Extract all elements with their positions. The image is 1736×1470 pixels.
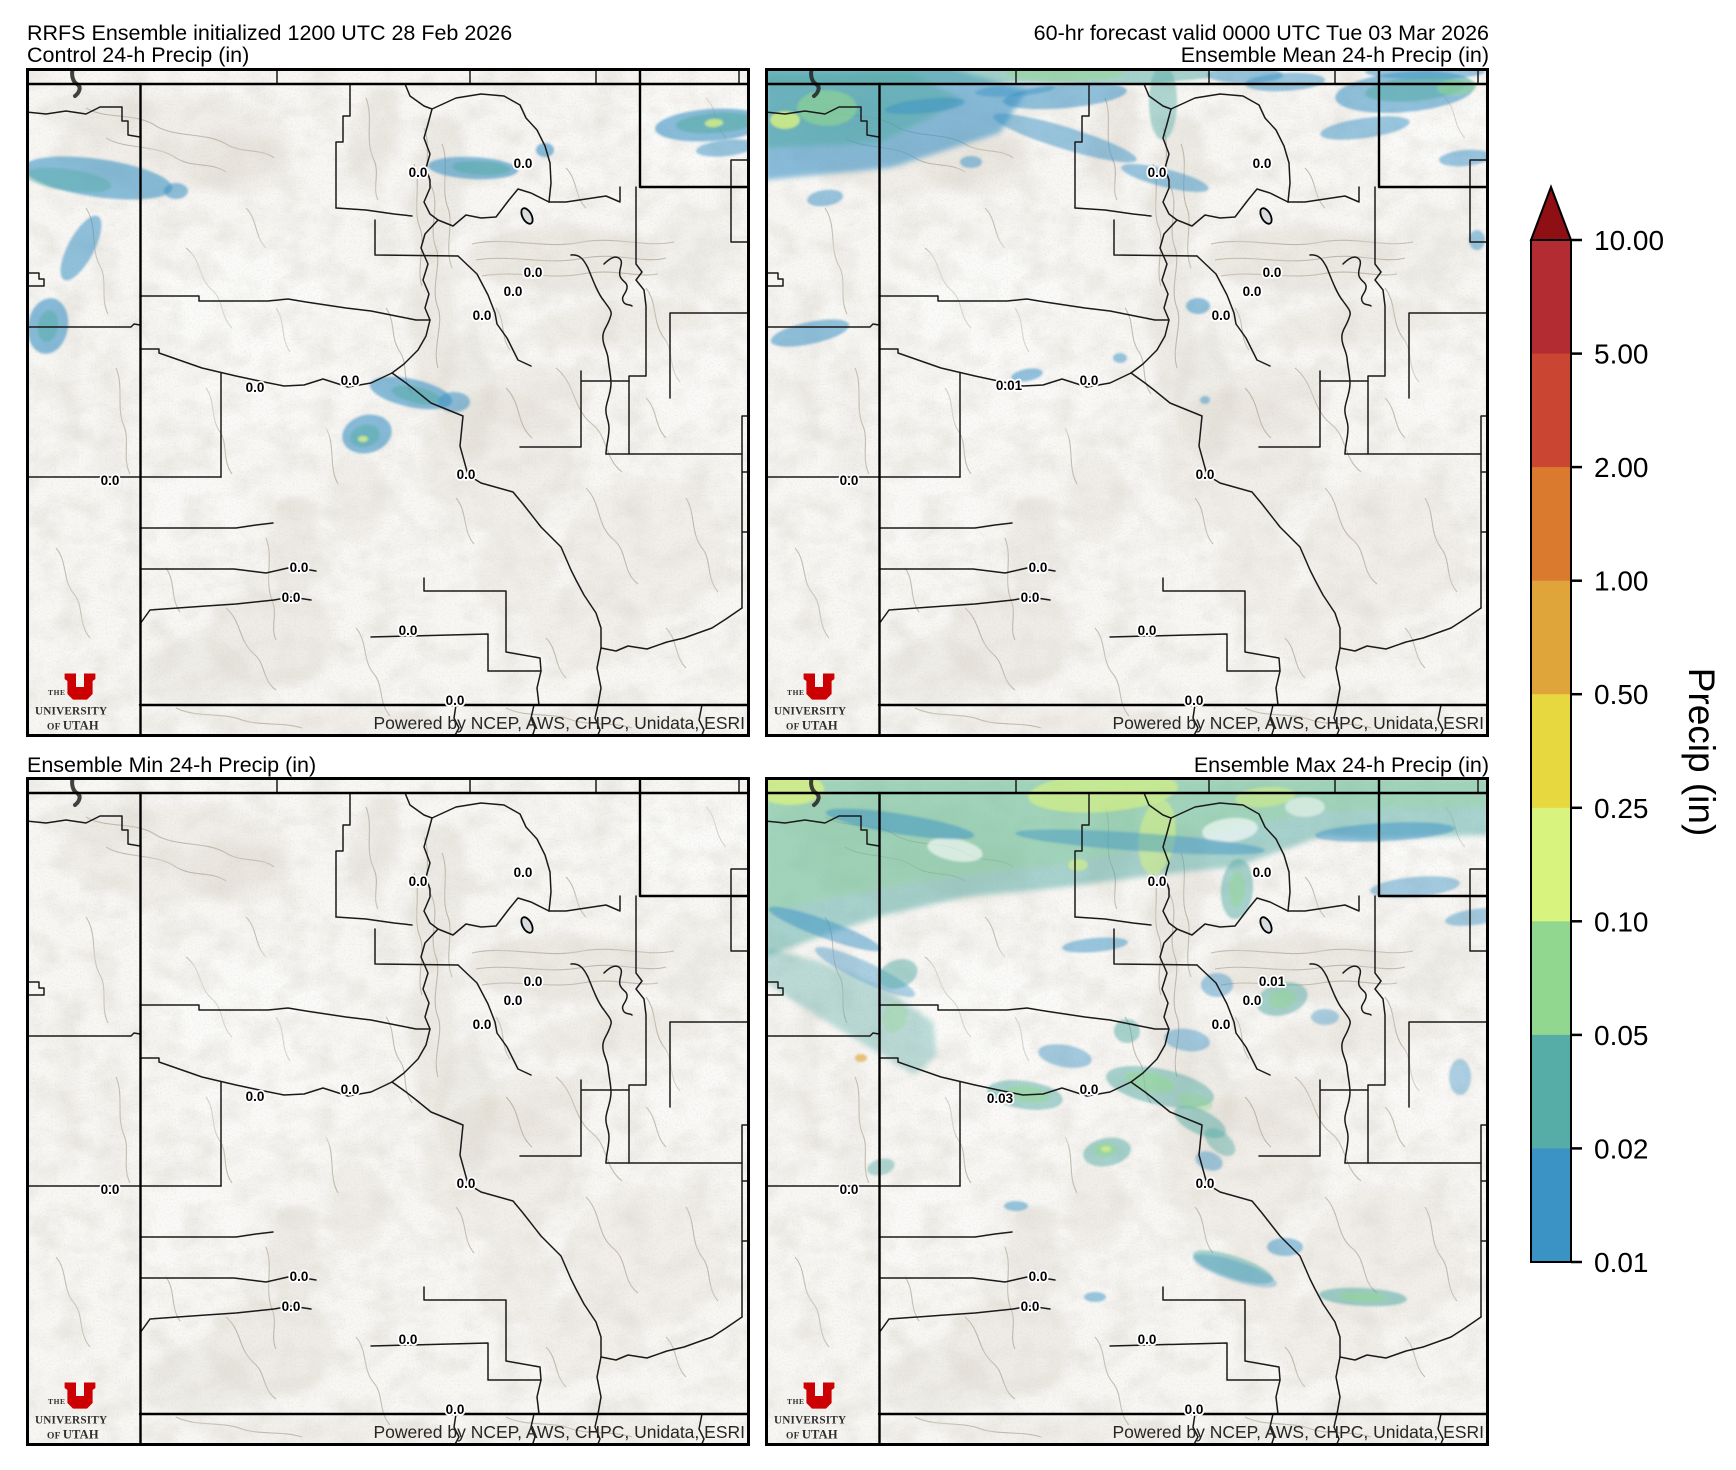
svg-text:0.0: 0.0 bbox=[282, 590, 301, 605]
svg-text:0.0: 0.0 bbox=[409, 874, 428, 889]
svg-text:0.01: 0.01 bbox=[1594, 1247, 1649, 1278]
svg-text:Powered by NCEP, AWS, CHPC, Un: Powered by NCEP, AWS, CHPC, Unidata, ESR… bbox=[1112, 1422, 1484, 1442]
svg-text:0.0: 0.0 bbox=[1253, 865, 1272, 880]
svg-text:0.0: 0.0 bbox=[524, 974, 543, 989]
svg-text:10.00: 10.00 bbox=[1594, 225, 1664, 256]
svg-text:0.0: 0.0 bbox=[399, 1332, 418, 1347]
svg-text:0.0: 0.0 bbox=[457, 1176, 476, 1191]
svg-text:0.0: 0.0 bbox=[282, 1299, 301, 1314]
svg-text:0.0: 0.0 bbox=[1148, 165, 1167, 180]
svg-text:Precip (in): Precip (in) bbox=[1681, 668, 1722, 837]
svg-text:0.0: 0.0 bbox=[524, 265, 543, 280]
svg-text:0.0: 0.0 bbox=[1185, 1402, 1204, 1417]
svg-text:0.0: 0.0 bbox=[1212, 1017, 1231, 1032]
svg-text:0.0: 0.0 bbox=[1196, 1176, 1215, 1191]
svg-text:Ensemble Min 24-h Precip (in): Ensemble Min 24-h Precip (in) bbox=[27, 753, 316, 777]
svg-text:0.0: 0.0 bbox=[514, 156, 533, 171]
svg-text:60-hr forecast valid 0000 UTC: 60-hr forecast valid 0000 UTC Tue 03 Mar… bbox=[1034, 21, 1489, 45]
svg-text:0.0: 0.0 bbox=[1138, 1332, 1157, 1347]
svg-text:0.0: 0.0 bbox=[246, 380, 265, 395]
svg-text:0.0: 0.0 bbox=[101, 473, 120, 488]
svg-text:0.0: 0.0 bbox=[1196, 467, 1215, 482]
svg-text:0.0: 0.0 bbox=[101, 1182, 120, 1197]
svg-text:0.0: 0.0 bbox=[504, 993, 523, 1008]
svg-text:0.0: 0.0 bbox=[1185, 693, 1204, 708]
svg-text:0.0: 0.0 bbox=[246, 1089, 265, 1104]
svg-text:Powered by NCEP, AWS, CHPC, Un: Powered by NCEP, AWS, CHPC, Unidata, ESR… bbox=[1112, 713, 1484, 733]
svg-text:0.01: 0.01 bbox=[1259, 974, 1286, 989]
svg-text:0.0: 0.0 bbox=[1138, 623, 1157, 638]
svg-text:0.0: 0.0 bbox=[1243, 993, 1262, 1008]
svg-text:0.0: 0.0 bbox=[1080, 1082, 1099, 1097]
svg-text:Powered by NCEP, AWS, CHPC, Un: Powered by NCEP, AWS, CHPC, Unidata, ESR… bbox=[373, 1422, 745, 1442]
svg-text:Ensemble Mean 24-h Precip (in): Ensemble Mean 24-h Precip (in) bbox=[1181, 43, 1489, 67]
svg-text:0.0: 0.0 bbox=[399, 623, 418, 638]
svg-text:0.25: 0.25 bbox=[1594, 793, 1649, 824]
svg-text:0.0: 0.0 bbox=[473, 308, 492, 323]
svg-text:0.0: 0.0 bbox=[341, 373, 360, 388]
svg-text:0.0: 0.0 bbox=[341, 1082, 360, 1097]
svg-text:0.02: 0.02 bbox=[1594, 1133, 1649, 1164]
svg-text:0.0: 0.0 bbox=[1243, 284, 1262, 299]
svg-text:0.0: 0.0 bbox=[1253, 156, 1272, 171]
svg-text:0.0: 0.0 bbox=[840, 1182, 859, 1197]
svg-text:0.0: 0.0 bbox=[473, 1017, 492, 1032]
svg-text:Ensemble Max 24-h Precip (in): Ensemble Max 24-h Precip (in) bbox=[1194, 753, 1489, 777]
svg-text:0.0: 0.0 bbox=[504, 284, 523, 299]
svg-text:0.0: 0.0 bbox=[290, 560, 309, 575]
svg-text:Powered by NCEP, AWS, CHPC, Un: Powered by NCEP, AWS, CHPC, Unidata, ESR… bbox=[373, 713, 745, 733]
svg-text:0.0: 0.0 bbox=[409, 165, 428, 180]
svg-text:RRFS Ensemble initialized 1200: RRFS Ensemble initialized 1200 UTC 28 Fe… bbox=[27, 21, 512, 45]
svg-text:1.00: 1.00 bbox=[1594, 566, 1649, 597]
svg-text:5.00: 5.00 bbox=[1594, 339, 1649, 370]
svg-text:0.0: 0.0 bbox=[1148, 874, 1167, 889]
svg-text:0.0: 0.0 bbox=[446, 693, 465, 708]
svg-text:0.50: 0.50 bbox=[1594, 679, 1649, 710]
svg-text:Control 24-h Precip (in): Control 24-h Precip (in) bbox=[27, 43, 249, 67]
svg-text:0.05: 0.05 bbox=[1594, 1020, 1649, 1051]
svg-text:0.01: 0.01 bbox=[996, 378, 1023, 393]
svg-text:2.00: 2.00 bbox=[1594, 452, 1649, 483]
svg-text:0.0: 0.0 bbox=[290, 1269, 309, 1284]
svg-text:0.0: 0.0 bbox=[514, 865, 533, 880]
svg-text:0.0: 0.0 bbox=[1029, 1269, 1048, 1284]
svg-text:0.10: 0.10 bbox=[1594, 906, 1649, 937]
svg-text:0.0: 0.0 bbox=[1080, 373, 1099, 388]
svg-text:0.0: 0.0 bbox=[1029, 560, 1048, 575]
svg-text:0.0: 0.0 bbox=[1021, 1299, 1040, 1314]
svg-text:0.0: 0.0 bbox=[457, 467, 476, 482]
svg-text:0.0: 0.0 bbox=[840, 473, 859, 488]
svg-text:0.0: 0.0 bbox=[1212, 308, 1231, 323]
svg-text:0.0: 0.0 bbox=[1263, 265, 1282, 280]
svg-text:0.03: 0.03 bbox=[987, 1091, 1014, 1106]
svg-text:0.0: 0.0 bbox=[446, 1402, 465, 1417]
svg-text:0.0: 0.0 bbox=[1021, 590, 1040, 605]
